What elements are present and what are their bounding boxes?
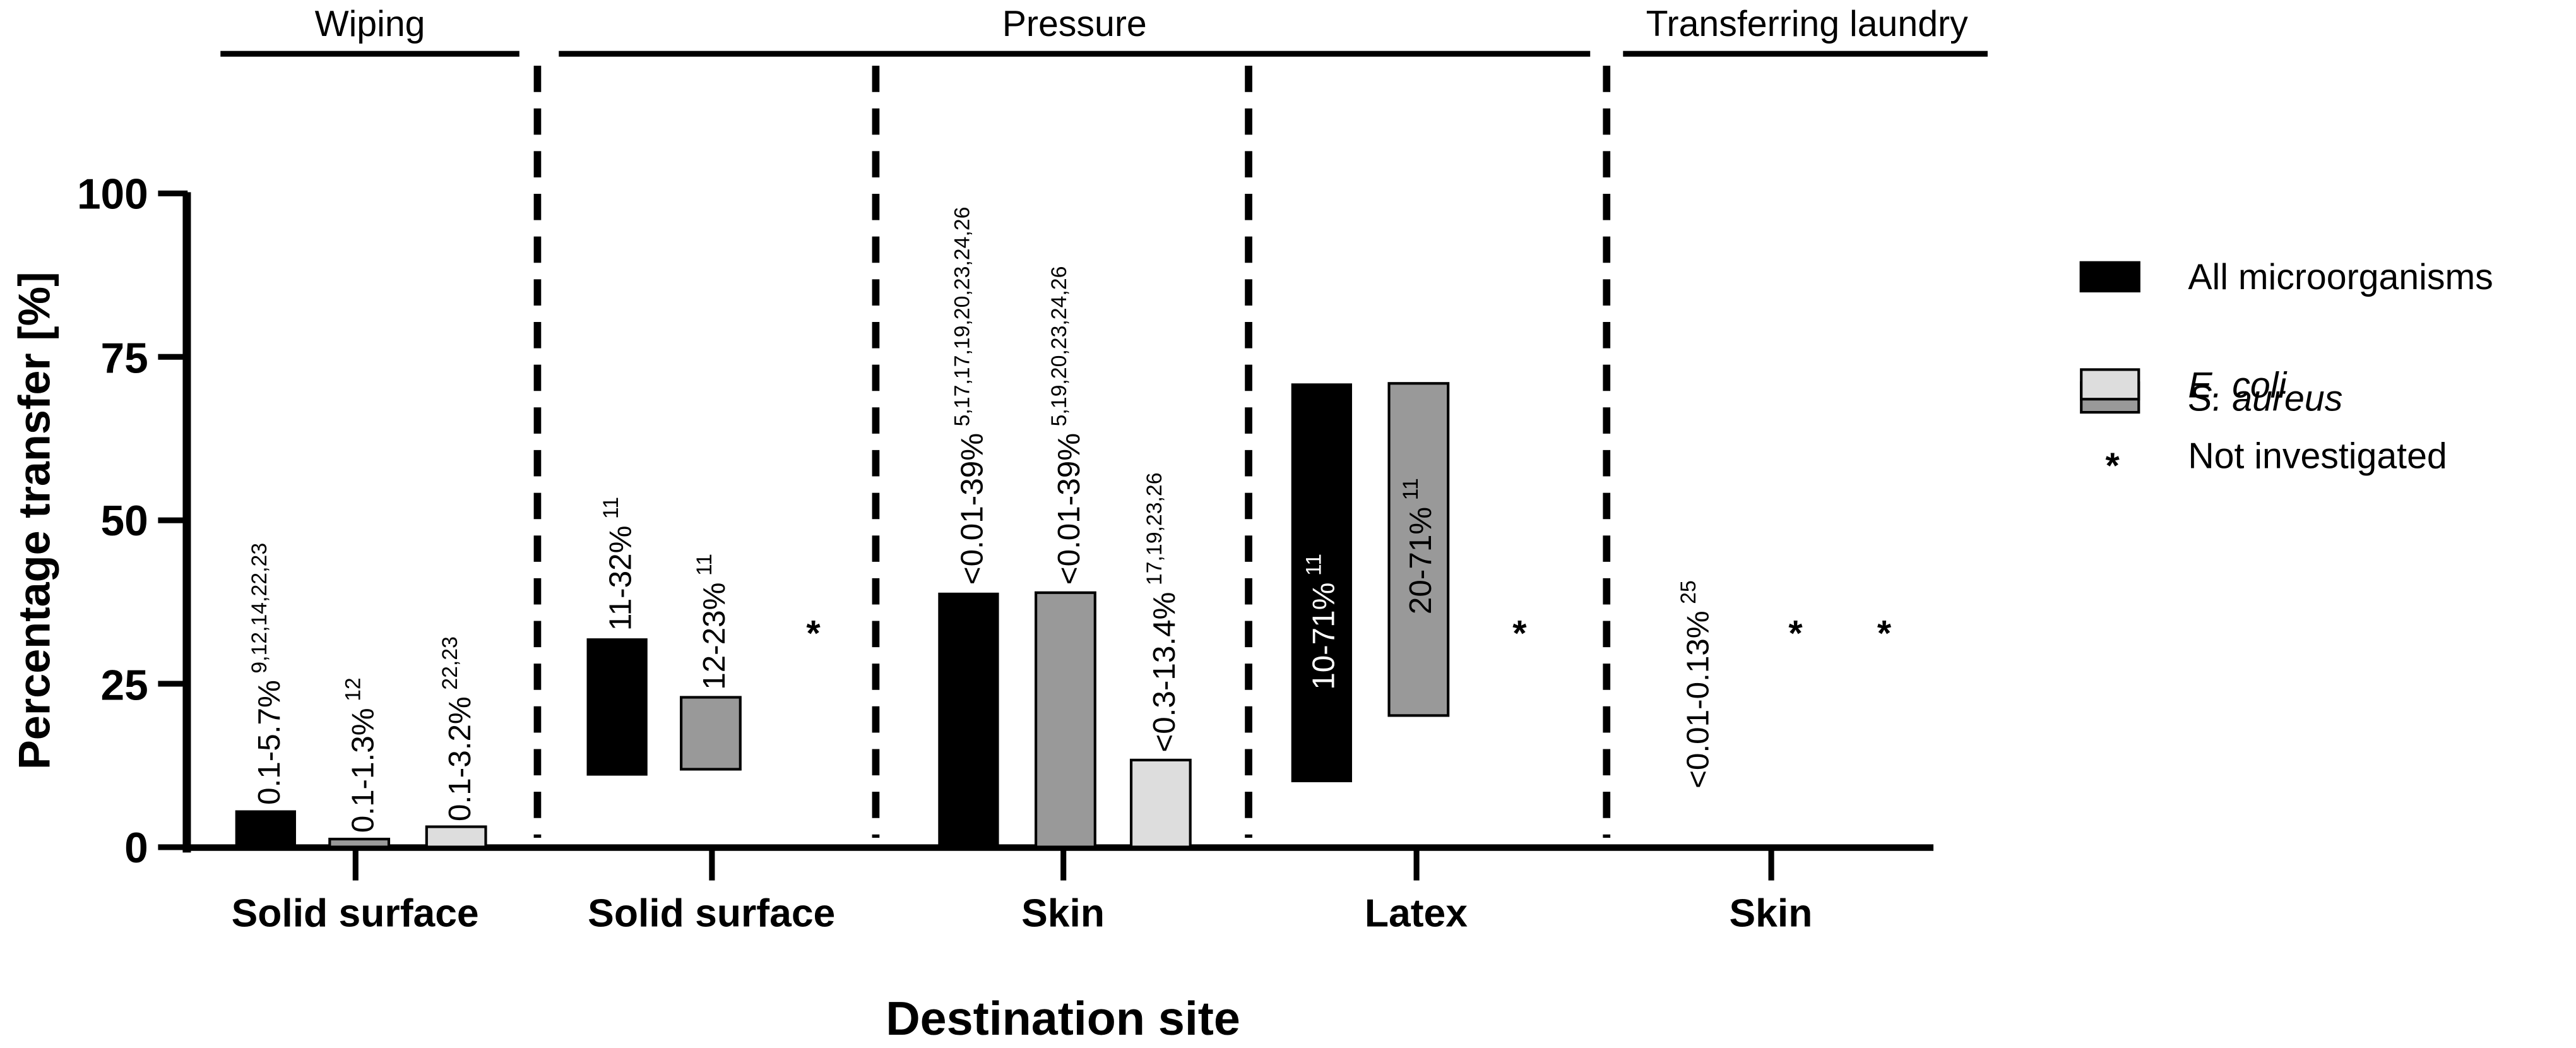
bar-pressure-skin-all: <0.01-39%5,17,17,19,20,23,24,26 — [938, 207, 999, 848]
legend-label: E. coli — [2188, 366, 2287, 406]
bar-laundry-skin-all: <0.01-0.13%25 — [1677, 580, 1716, 789]
x-category-label: Skin — [1730, 891, 1813, 935]
group-label: Transferring laundry — [1646, 4, 1968, 44]
bar-pressure-solid-all: 11-32%11 — [586, 497, 648, 776]
x-category-label: Solid surface — [588, 891, 835, 935]
y-tick-label: 25 — [101, 662, 148, 709]
x-category-label: Latex — [1365, 891, 1468, 935]
not-investigated-marker: * — [806, 614, 821, 654]
bar-pressure-latex-all: 10-71%11 — [1291, 383, 1352, 783]
not-investigated-marker: * — [1877, 614, 1892, 654]
y-tick-label: 0 — [124, 825, 148, 872]
group-dividers — [533, 66, 1611, 838]
bar-wiping-all: 0.1-5.7%9,12,14,22,23 — [235, 543, 296, 847]
legend-item-not-investigated: * Not investigated — [2106, 436, 2447, 487]
bar-wiping-saureus: 0.1-1.3%12 — [328, 677, 391, 849]
bar-label: 20-71%11 — [1399, 478, 1438, 614]
bar-label: 0.1-3.2%22,23 — [438, 636, 477, 821]
bar-label: 11-32%11 — [599, 497, 638, 631]
y-tick-label: 75 — [101, 335, 148, 383]
group-header-pressure: Pressure — [559, 4, 1591, 57]
bar-label: <0.3-13.4%17,19,23,26 — [1143, 472, 1182, 752]
legend-label: All microorganisms — [2188, 257, 2493, 297]
bar-label: 12-23%11 — [692, 554, 732, 690]
legend-item-e-coli: E. coli — [2080, 366, 2287, 406]
bar-pressure-solid-saureus: 12-23%11 — [680, 554, 742, 771]
x-category-label: Skin — [1021, 891, 1105, 935]
legend-label: S. aureus — [2188, 378, 2342, 419]
legend-label: Not investigated — [2188, 436, 2447, 477]
legend-item-all-microorganisms: All microorganisms — [2079, 257, 2493, 297]
y-axis: 100 75 50 25 0 Percentage transfer [%] — [9, 170, 191, 872]
group-label: Pressure — [1002, 4, 1147, 44]
group-label: Wiping — [315, 4, 425, 44]
x-axis: Solid surface Solid surface Skin Latex S… — [182, 844, 1934, 1045]
legend-swatch — [2079, 261, 2140, 293]
bar-label: <0.01-39%5,19,20,23,24,26 — [1047, 266, 1086, 585]
y-tick-label: 50 — [101, 497, 148, 545]
bar-wiping-ecoli: 0.1-3.2%22,23 — [425, 636, 487, 849]
not-investigated-marker: * — [1788, 614, 1803, 654]
bar-pressure-skin-ecoli: <0.3-13.4%17,19,23,26 — [1129, 472, 1192, 849]
not-investigated-marker: * — [1512, 614, 1527, 654]
legend: All microorganisms S. aureus E. coli * N… — [2079, 257, 2493, 487]
group-header-transferring-laundry: Transferring laundry — [1623, 4, 1988, 57]
bar-label: 0.1-5.7%9,12,14,22,23 — [247, 543, 287, 805]
bar-pressure-skin-saureus: <0.01-39%5,19,20,23,24,26 — [1035, 266, 1096, 849]
bar-pressure-latex-saureus: 20-71%11 — [1387, 382, 1450, 717]
y-axis-title: Percentage transfer [%] — [9, 271, 59, 770]
legend-swatch-ecoli — [2080, 368, 2140, 401]
bar-label: 0.1-1.3%12 — [341, 677, 380, 833]
bar-label: 10-71%11 — [1302, 554, 1341, 690]
bar-label: <0.01-39%5,17,17,19,20,23,24,26 — [951, 207, 990, 585]
y-tick-label: 100 — [77, 170, 148, 218]
x-axis-title: Destination site — [886, 992, 1240, 1045]
bar-label: <0.01-0.13%25 — [1677, 580, 1716, 789]
x-category-label: Solid surface — [232, 891, 479, 935]
asterisk-icon: * — [2106, 446, 2120, 486]
group-header-wiping: Wiping — [220, 4, 519, 57]
